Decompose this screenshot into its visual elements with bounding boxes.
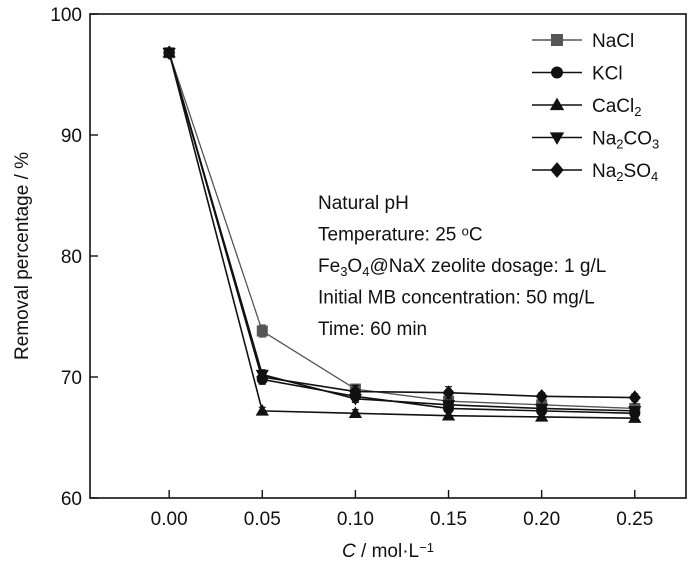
legend-marker — [550, 162, 564, 178]
data-point — [441, 408, 456, 421]
x-tick-label: 0.25 — [616, 509, 653, 530]
y-tick-label: 90 — [61, 126, 82, 147]
legend-item-KCl: KCl — [532, 64, 623, 85]
x-axis-ticks: 0.00 0.05 0.10 0.15 0.20 0.25 — [151, 490, 653, 530]
data-point — [348, 406, 363, 419]
annotation-line: Initial MB concentration: 50 mg/L — [318, 288, 595, 309]
data-point — [535, 410, 549, 422]
y-tick-label: 60 — [61, 489, 82, 510]
y-tick-label: 80 — [61, 247, 82, 268]
x-tick-label: 0.00 — [151, 509, 188, 530]
legend-label: CaCl2 — [592, 96, 641, 119]
data-point — [628, 390, 641, 405]
data-point — [349, 384, 362, 399]
legend-item-NaCl: NaCl — [532, 31, 634, 52]
x-tick-label: 0.15 — [430, 509, 467, 530]
legend-marker — [551, 66, 563, 79]
data-point — [255, 404, 269, 416]
y-tick-label: 100 — [50, 5, 82, 26]
legend-item-Na2SO4: Na2SO4 — [532, 161, 658, 184]
legend-marker — [551, 34, 563, 46]
x-tick-label: 0.20 — [523, 509, 560, 530]
series-line — [168, 52, 635, 419]
legend-label: Na2SO4 — [592, 161, 658, 184]
data-point — [535, 389, 548, 404]
legend-marker — [549, 132, 565, 145]
annotation-line: Fe3O4@NaX zeolite dosage: 1 g/L — [318, 256, 606, 279]
legend: NaCl KCl CaCl2 Na2CO3 Na2SO4 — [532, 31, 659, 184]
data-point — [163, 45, 176, 60]
legend-item-CaCl2: CaCl2 — [532, 96, 641, 119]
x-axis-title: C / mol·L−1 — [342, 540, 434, 562]
series-line — [168, 52, 635, 410]
y-axis-ticks: 60 70 80 90 100 — [50, 5, 98, 510]
legend-marker — [549, 97, 565, 111]
series-line — [168, 52, 635, 399]
data-point — [256, 369, 269, 385]
legend-item-Na2CO3: Na2CO3 — [532, 129, 659, 152]
legend-label: NaCl — [592, 31, 634, 52]
annotation-line: Time: 60 min — [318, 319, 427, 340]
conditions-annotation: Natural pH Temperature: 25 oC Fe3O4@NaX ze… — [318, 193, 606, 340]
y-tick-label: 70 — [61, 368, 82, 389]
data-point — [628, 406, 642, 418]
data-point — [535, 403, 549, 416]
axis-titles: C / mol·L−1 Removal percentage / % — [12, 152, 434, 562]
annotation-line: Temperature: 25 oC — [318, 223, 483, 245]
data-point — [442, 385, 455, 401]
data-point — [441, 400, 456, 412]
legend-label: KCl — [592, 64, 623, 85]
legend-label: Na2CO3 — [592, 129, 659, 152]
data-point — [256, 325, 268, 337]
series-Na2SO4 — [163, 45, 641, 405]
x-tick-label: 0.10 — [337, 509, 374, 530]
annotation-line: Natural pH — [318, 193, 409, 214]
y-axis-title: Removal percentage / % — [12, 152, 33, 360]
x-tick-label: 0.05 — [244, 509, 281, 530]
series-layer — [162, 45, 642, 423]
